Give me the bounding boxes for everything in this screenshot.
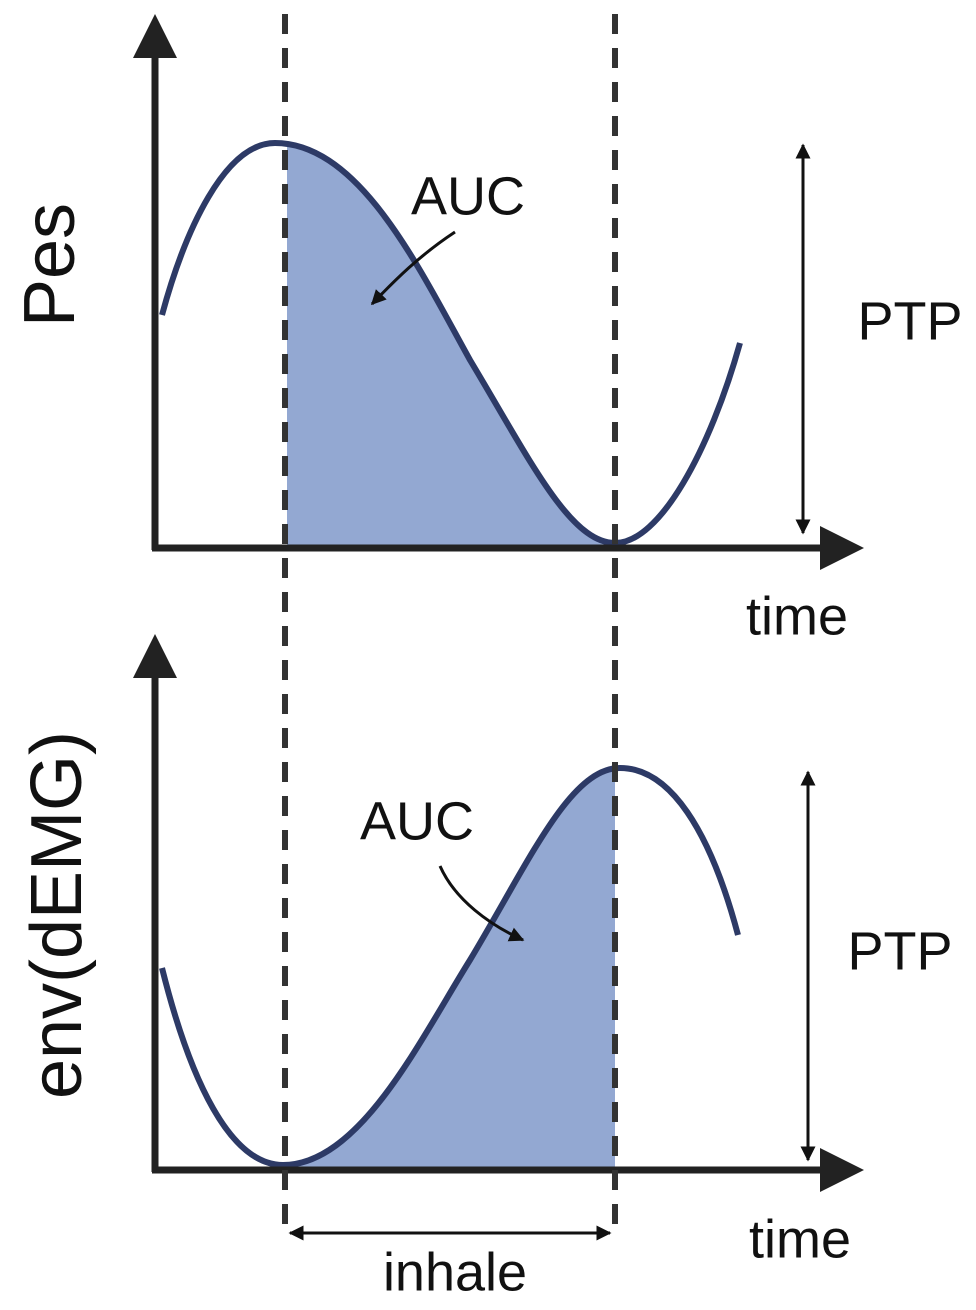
y-label: env(dEMG) [17, 731, 97, 1099]
pointer [370, 230, 456, 306]
interval-label: inhale [383, 1242, 527, 1302]
axis-arrow [133, 14, 177, 58]
curve [159, 139, 743, 547]
y-label: Pes [10, 203, 90, 327]
pointer [438, 865, 525, 942]
auc-label: AUC [411, 166, 525, 226]
x-label: time [746, 586, 848, 646]
auc-label: AUC [360, 791, 474, 851]
x-label: time [749, 1209, 851, 1269]
axis-arrow [133, 634, 177, 678]
curve [159, 764, 741, 1169]
auc-area [283, 770, 615, 1170]
axis-arrow [820, 526, 864, 570]
amplitude-label: PTP [847, 921, 952, 981]
amplitude-label: PTP [857, 291, 962, 351]
axis-arrow [820, 1148, 864, 1192]
auc-area [287, 145, 615, 548]
